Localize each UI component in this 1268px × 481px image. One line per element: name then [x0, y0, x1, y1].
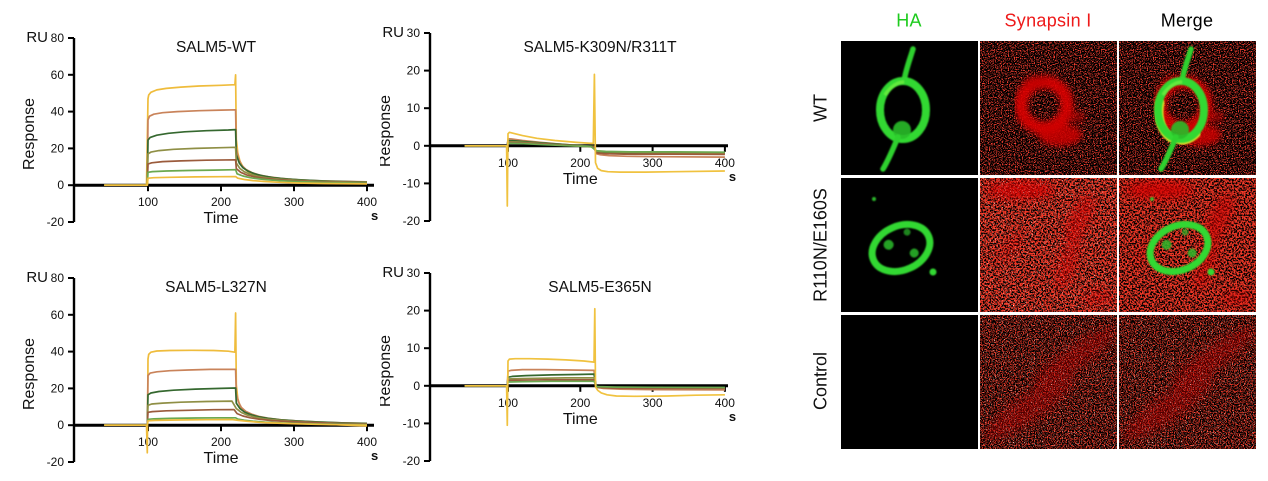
x-tick-label: 400 — [357, 435, 377, 449]
micrograph-image-control-synapsin-i — [980, 315, 1117, 449]
y-tick-label: 20 — [407, 64, 421, 78]
micrograph-image-wt-merge — [1119, 41, 1256, 175]
micrograph-r110n-e160s-ha — [841, 178, 978, 312]
micrograph-image-wt-synapsin-i — [980, 41, 1117, 175]
ru-unit-label: RU — [26, 269, 48, 286]
y-tick-label: 0 — [57, 418, 64, 432]
y-tick-label: 20 — [407, 304, 421, 318]
micrograph-control-merge — [1119, 315, 1256, 449]
chart-title: SALM5-WT — [176, 39, 257, 56]
x-tick-label: 300 — [643, 156, 663, 170]
ru-unit-label: RU — [382, 24, 404, 41]
ru-unit-label: RU — [382, 264, 404, 281]
x-axis-label: Time — [204, 450, 239, 467]
column-header-merge: Merge — [1160, 10, 1214, 31]
y-axis-label: Response — [380, 95, 394, 167]
x-unit-label: s — [729, 409, 736, 424]
y-tick-label: 60 — [51, 68, 65, 82]
y-tick-label: 40 — [51, 105, 65, 119]
micrograph-control-ha — [841, 315, 978, 449]
x-unit-label: s — [371, 448, 378, 463]
y-tick-label: -20 — [47, 455, 65, 469]
y-tick-label: 80 — [51, 271, 65, 285]
micrograph-wt-merge — [1119, 41, 1256, 175]
ru-unit-label: RU — [26, 29, 48, 46]
x-tick-label: 200 — [211, 195, 231, 209]
x-tick-label: 400 — [715, 156, 735, 170]
micrograph-r110n-e160s-synapsin-i — [980, 178, 1117, 312]
y-tick-label: 30 — [407, 26, 421, 40]
y-axis-label: Response — [380, 335, 394, 407]
x-tick-label: 300 — [284, 435, 304, 449]
y-tick-label: -20 — [47, 215, 65, 229]
row-label-wt: WT — [810, 94, 831, 122]
micrograph-wt-synapsin-i — [980, 41, 1117, 175]
x-tick-label: 200 — [570, 396, 590, 410]
x-axis-label: Time — [563, 171, 598, 188]
y-tick-label: 0 — [413, 379, 420, 393]
chart-title: SALM5-L327N — [165, 279, 267, 296]
x-tick-label: 300 — [284, 195, 304, 209]
x-tick-label: 300 — [643, 396, 663, 410]
chart-title: SALM5-K309N/R311T — [523, 39, 677, 56]
micrograph-image-r110n-e160s-ha — [868, 197, 937, 276]
y-tick-label: -20 — [403, 214, 421, 228]
micrograph-image-r110n-e160s-synapsin-i — [980, 178, 1117, 312]
series-line — [104, 158, 368, 187]
y-axis-label: Response — [21, 98, 38, 170]
series-line — [464, 307, 725, 427]
chart-title: SALM5-E365N — [548, 279, 651, 296]
row-label-r110n-e160s: R110N/E160S — [810, 188, 831, 302]
micrograph-wt-ha — [841, 41, 978, 175]
y-tick-label: 0 — [413, 139, 420, 153]
x-tick-label: 100 — [138, 195, 158, 209]
micrograph-image-r110n-e160s-merge — [1119, 178, 1256, 312]
y-tick-label: 40 — [51, 345, 65, 359]
y-tick-label: 0 — [57, 178, 64, 192]
x-tick-label: 400 — [715, 396, 735, 410]
y-tick-label: 30 — [407, 266, 421, 280]
y-axis-label: Response — [21, 338, 38, 410]
micrograph-image-control-ha — [841, 315, 978, 449]
y-tick-label: 10 — [407, 101, 421, 115]
y-tick-label: -10 — [403, 176, 421, 190]
x-unit-label: s — [729, 169, 736, 184]
micrograph-image-wt-ha — [876, 46, 930, 172]
x-axis-label: Time — [563, 411, 598, 428]
series-line — [104, 418, 368, 427]
x-tick-label: 200 — [211, 435, 231, 449]
y-tick-label: 80 — [51, 31, 65, 45]
micrograph-image-control-merge — [1119, 315, 1256, 449]
x-tick-label: 400 — [357, 195, 377, 209]
x-axis-label: Time — [204, 210, 239, 227]
y-tick-label: 60 — [51, 308, 65, 322]
series-line — [104, 168, 368, 187]
y-tick-label: -20 — [403, 454, 421, 468]
y-tick-label: 10 — [407, 341, 421, 355]
column-header-synapsin: Synapsin I — [1004, 10, 1092, 31]
series-line — [104, 408, 368, 427]
series-line — [104, 175, 368, 187]
y-tick-label: 20 — [51, 381, 65, 395]
x-tick-label: 200 — [570, 156, 590, 170]
row-label-control: Control — [810, 351, 831, 411]
x-unit-label: s — [371, 208, 378, 223]
series-line — [464, 73, 725, 207]
micrograph-control-synapsin-i — [980, 315, 1117, 449]
y-tick-label: 20 — [51, 141, 65, 155]
y-tick-label: -10 — [403, 416, 421, 430]
micrograph-r110n-e160s-merge — [1119, 178, 1256, 312]
column-header-ha: HA — [896, 10, 922, 31]
